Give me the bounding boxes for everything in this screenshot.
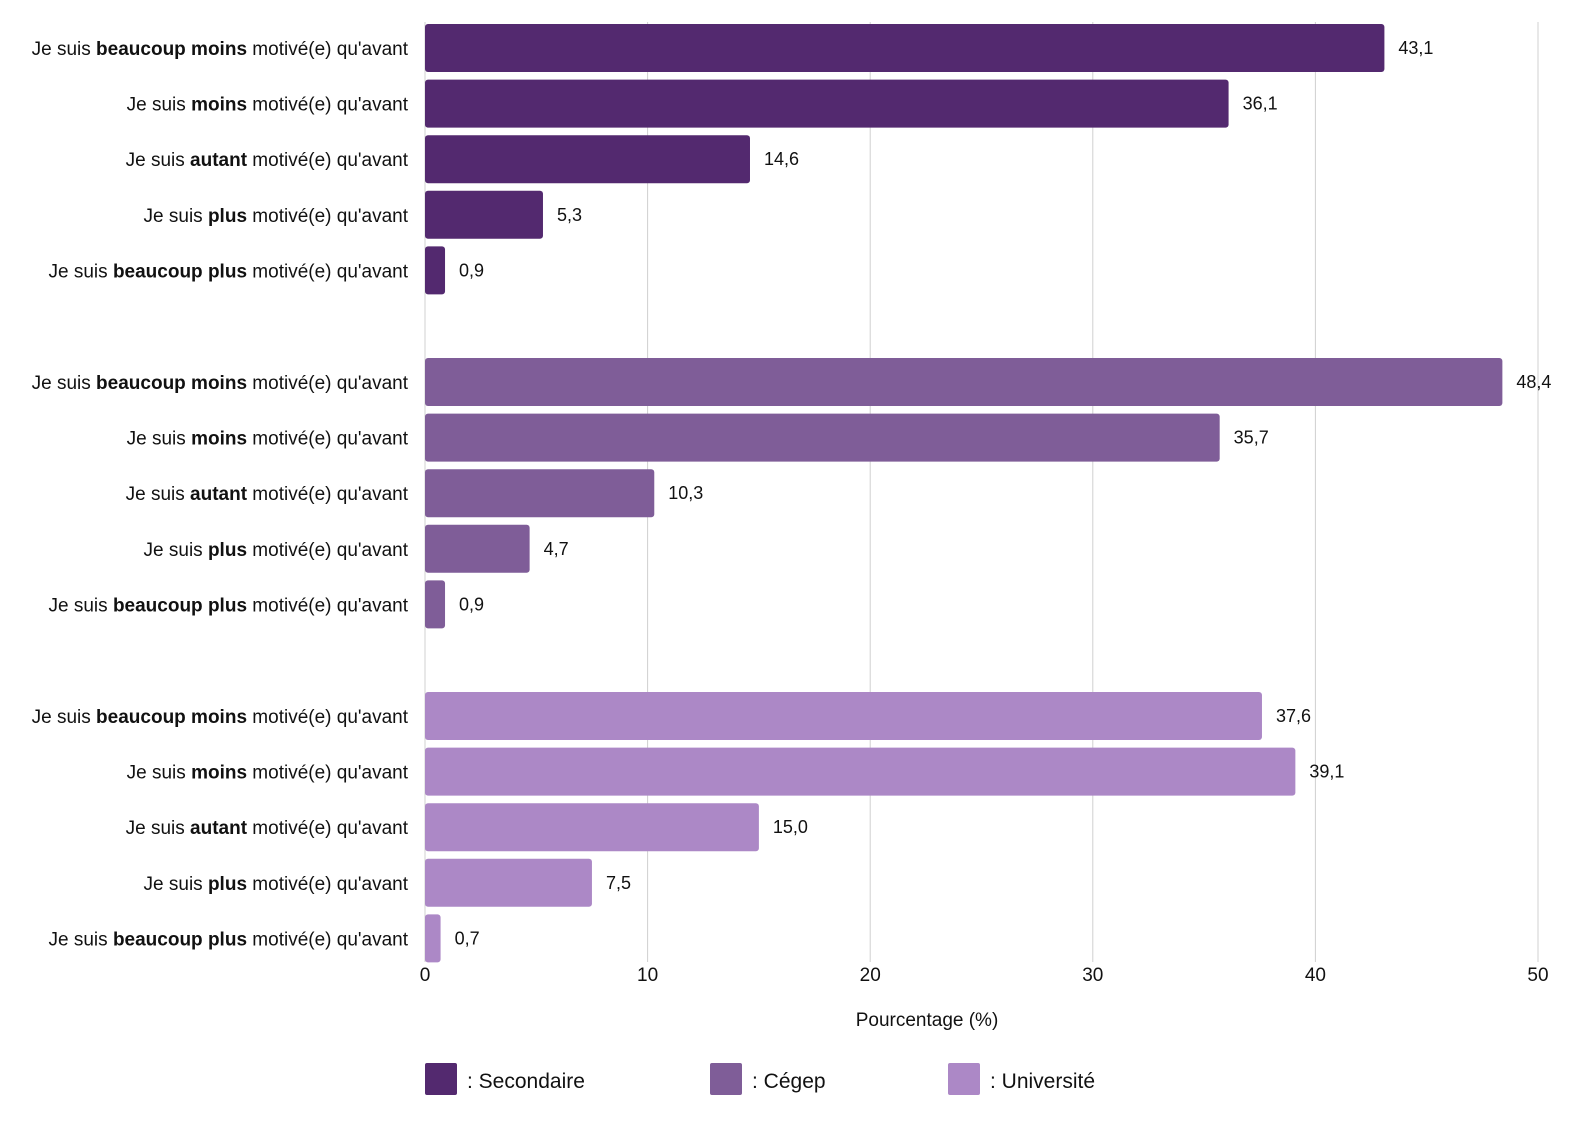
bar-secondaire-2 — [425, 79, 1229, 128]
category-label: Je suis autant motivé(e) qu'avant — [126, 818, 409, 839]
category-label: Je suis beaucoup moins motivé(e) qu'avan… — [32, 707, 409, 728]
x-axis-ticks: 0 10 20 30 40 50 — [420, 965, 1549, 986]
data-label: 39,1 — [1309, 762, 1344, 782]
category-label: Je suis beaucoup moins motivé(e) qu'avan… — [32, 373, 409, 394]
category-label: Je suis moins motivé(e) qu'avant — [127, 95, 409, 116]
data-label: 5,3 — [557, 205, 582, 225]
data-label: 14,6 — [764, 149, 799, 169]
bar-université-4 — [425, 858, 592, 907]
bar-cégep-4 — [425, 524, 530, 573]
category-label: Je suis plus motivé(e) qu'avant — [144, 206, 409, 227]
data-label: 10,3 — [668, 483, 703, 503]
bar-cégep-1 — [425, 358, 1503, 406]
bar-secondaire-4 — [425, 190, 543, 239]
bar-cégep-3 — [425, 469, 655, 518]
legend-label-université: : Université — [990, 1070, 1095, 1093]
x-tick-label: 40 — [1305, 965, 1326, 986]
bar-cégep-5 — [425, 580, 446, 629]
x-tick-label: 10 — [637, 965, 658, 986]
data-label: 48,4 — [1516, 372, 1551, 392]
category-label: Je suis beaucoup plus motivé(e) qu'avant — [49, 929, 409, 950]
category-label: Je suis beaucoup plus motivé(e) qu'avant — [49, 595, 409, 616]
x-tick-label: 20 — [860, 965, 881, 986]
legend-label-cégep: : Cégep — [752, 1070, 826, 1093]
x-tick-label: 30 — [1082, 965, 1103, 986]
category-labels: Je suis beaucoup moins motivé(e) qu'avan… — [32, 39, 409, 950]
legend-swatch-université — [948, 1063, 980, 1095]
data-label: 0,7 — [455, 928, 480, 948]
category-label: Je suis plus motivé(e) qu'avant — [144, 540, 409, 561]
data-label: 37,6 — [1276, 706, 1311, 726]
data-label: 43,1 — [1398, 38, 1433, 58]
data-label: 7,5 — [606, 873, 631, 893]
category-label: Je suis autant motivé(e) qu'avant — [126, 150, 409, 171]
data-label: 36,1 — [1243, 94, 1278, 114]
category-label: Je suis plus motivé(e) qu'avant — [144, 874, 409, 895]
category-label: Je suis moins motivé(e) qu'avant — [127, 763, 409, 784]
bars — [425, 24, 1503, 963]
bar-secondaire-3 — [425, 135, 750, 184]
bar-université-3 — [425, 803, 759, 852]
value-labels: 43,1 36,1 14,6 5,3 0,9 48,4 35,7 10,3 4,7 0,9 37,6… — [455, 38, 1552, 948]
bar-université-1 — [425, 692, 1262, 740]
data-label: 0,9 — [459, 260, 484, 280]
data-label: 0,9 — [459, 594, 484, 614]
category-label: Je suis beaucoup moins motivé(e) qu'avan… — [32, 39, 409, 60]
legend-swatch-cégep — [710, 1063, 742, 1095]
x-tick-label: 0 — [420, 965, 431, 986]
legend: : Secondaire : Cégep : Université — [425, 1063, 1095, 1095]
legend-swatch-secondaire — [425, 1063, 457, 1095]
bar-université-5 — [425, 914, 441, 963]
data-label: 4,7 — [544, 539, 569, 559]
data-label: 15,0 — [773, 817, 808, 837]
bar-secondaire-1 — [425, 24, 1385, 72]
bar-secondaire-5 — [425, 246, 446, 295]
category-label: Je suis autant motivé(e) qu'avant — [126, 484, 409, 505]
x-axis-title: Pourcentage (%) — [856, 1010, 999, 1031]
bar-université-2 — [425, 747, 1296, 796]
category-label: Je suis moins motivé(e) qu'avant — [127, 429, 409, 450]
category-label: Je suis beaucoup plus motivé(e) qu'avant — [49, 261, 409, 282]
bar-cégep-2 — [425, 413, 1220, 462]
legend-label-secondaire: : Secondaire — [467, 1070, 585, 1093]
data-label: 35,7 — [1234, 428, 1269, 448]
x-tick-label: 50 — [1527, 965, 1548, 986]
